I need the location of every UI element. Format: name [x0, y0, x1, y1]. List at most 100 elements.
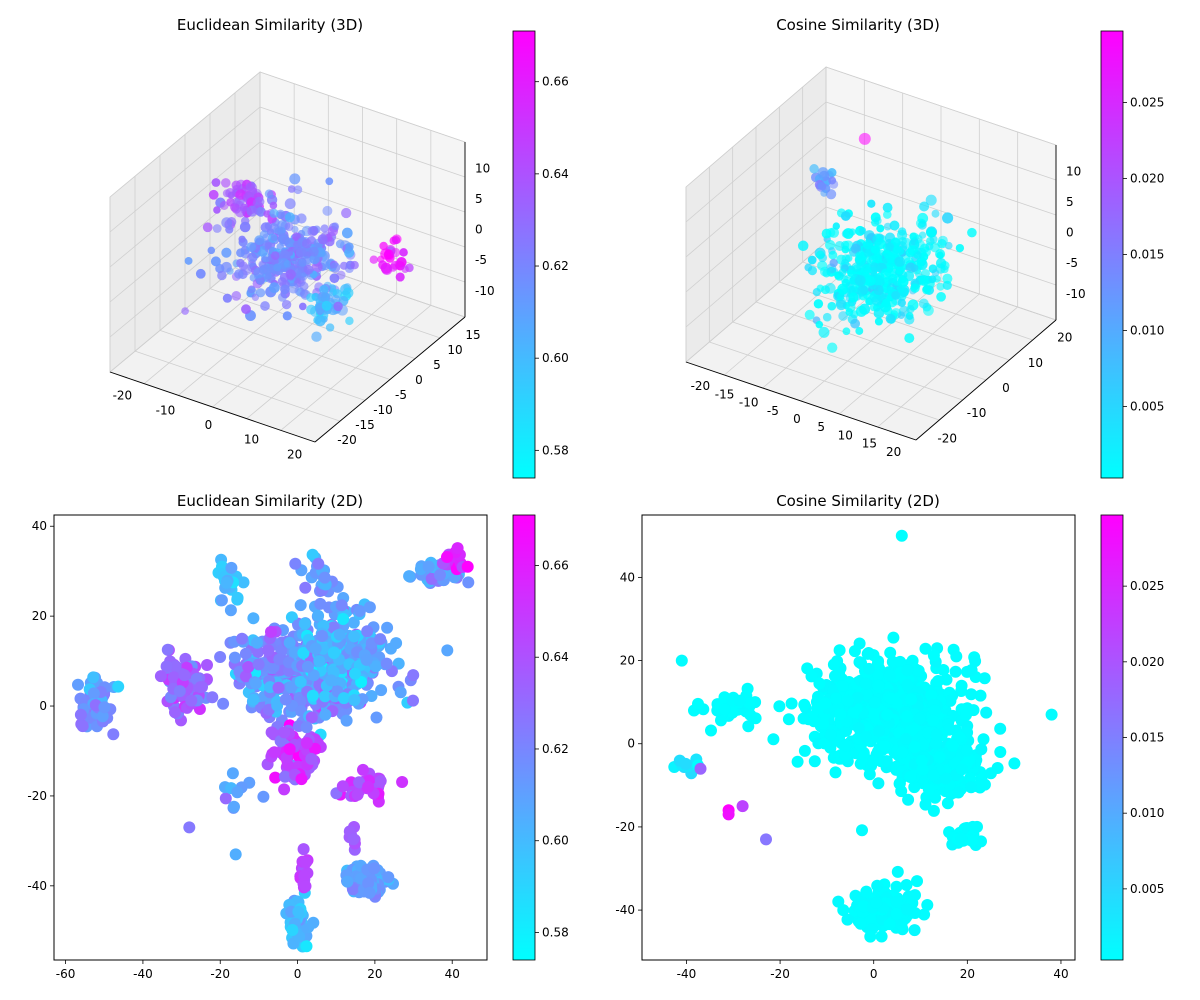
data-point [396, 776, 409, 788]
data-point [967, 227, 977, 238]
data-point [288, 646, 301, 659]
data-point [341, 207, 352, 219]
data-point [873, 216, 882, 225]
data-point [905, 693, 918, 706]
data-point [815, 181, 827, 192]
data-point [96, 710, 109, 723]
data-point [840, 211, 851, 221]
data-point [269, 282, 280, 294]
colorbar: 0.005 0.010 0.015 0.020 0.025 [1100, 514, 1164, 961]
y-axis-line [915, 319, 1057, 441]
data-point [919, 201, 930, 212]
data-point [927, 649, 940, 662]
data-point [891, 865, 904, 878]
scatter-points [72, 542, 475, 953]
data-point [325, 674, 338, 687]
data-point [811, 702, 824, 715]
data-point [894, 246, 905, 256]
data-point [744, 708, 757, 721]
data-point [908, 781, 921, 794]
data-point [838, 268, 847, 277]
data-point [441, 551, 453, 563]
data-point [916, 763, 929, 776]
data-point [805, 670, 818, 683]
data-point [337, 613, 350, 625]
data-point [813, 677, 826, 690]
data-point [808, 755, 821, 768]
x-tick-label: -5 [767, 404, 779, 418]
data-point [236, 248, 245, 258]
data-point [347, 833, 360, 846]
data-point [939, 772, 952, 785]
data-point [871, 657, 884, 670]
data-point [692, 697, 704, 710]
data-point [302, 238, 312, 249]
data-point [856, 824, 868, 837]
colorbar-tick-label: 0.015 [1130, 731, 1164, 745]
data-point [863, 249, 872, 258]
x-axis-line [109, 371, 316, 443]
data-point [838, 748, 851, 761]
data-point [871, 669, 884, 682]
data-point [231, 591, 244, 604]
colorbar-gradient [1100, 30, 1124, 479]
data-point [890, 895, 903, 908]
data-point [380, 248, 392, 260]
data-point [202, 222, 213, 233]
data-point [357, 763, 369, 776]
data-point [242, 661, 255, 673]
data-point [675, 654, 688, 667]
data-point [269, 208, 279, 219]
data-point [944, 694, 957, 707]
data-point [247, 252, 258, 263]
data-point [842, 694, 855, 707]
data-point [855, 327, 864, 335]
data-point [929, 242, 941, 253]
data-point [953, 731, 966, 744]
data-point [868, 696, 881, 709]
data-point [816, 250, 825, 260]
scatter-points [797, 132, 977, 353]
data-point [312, 609, 325, 622]
data-point [299, 281, 309, 291]
data-point [880, 755, 893, 768]
data-point [320, 224, 329, 233]
data-point [936, 291, 946, 302]
grid-line [685, 66, 827, 188]
data-point [273, 653, 286, 666]
data-point [336, 270, 346, 280]
data-point [919, 275, 930, 286]
x-tick-label: 40 [445, 967, 460, 981]
data-point [363, 601, 376, 614]
colorbar-tick-label: 0.020 [1130, 171, 1164, 185]
data-point [298, 258, 307, 267]
data-point [922, 783, 935, 796]
colorbar-tick-label: 0.58 [542, 443, 569, 457]
data-point [829, 766, 842, 779]
data-point [933, 751, 946, 764]
data-point [994, 722, 1007, 735]
data-point [949, 665, 962, 678]
y-tick-label: 15 [465, 328, 480, 342]
data-point [255, 275, 266, 285]
z-tick-label: -10 [475, 284, 495, 298]
x-tick-label: 40 [1053, 967, 1068, 981]
colorbar-tick-label: 0.015 [1130, 248, 1164, 262]
data-point [945, 241, 953, 250]
y-tick-label: 20 [32, 609, 47, 623]
data-point [321, 293, 333, 305]
data-point [169, 660, 182, 673]
data-point [184, 256, 193, 265]
data-point [206, 691, 219, 704]
data-point [311, 331, 322, 342]
data-point [234, 269, 244, 279]
colorbar-tick-label: 0.66 [542, 75, 569, 89]
colorbar-tick-label: 0.64 [542, 650, 569, 664]
data-point [270, 251, 280, 260]
data-point [927, 714, 940, 727]
data-point [252, 198, 262, 208]
data-point [828, 250, 838, 260]
data-point [873, 307, 885, 319]
data-point [245, 182, 255, 191]
